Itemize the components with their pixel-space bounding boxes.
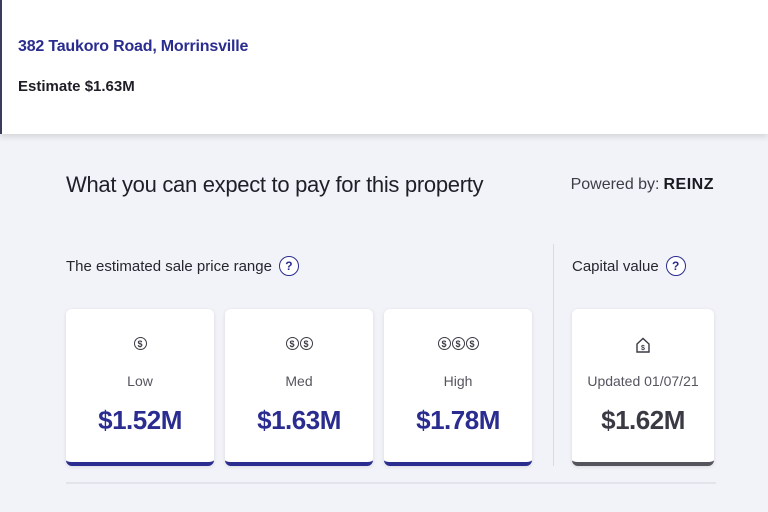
price-card-high: $ $ $ High $1.78M bbox=[384, 309, 532, 466]
card-value: $1.52M bbox=[98, 405, 182, 435]
capital-value-label: Capital value ? bbox=[572, 256, 686, 276]
svg-text:$: $ bbox=[641, 345, 645, 352]
sale-price-range-label: The estimated sale price range ? bbox=[66, 256, 299, 276]
three-dollar-coins-icon: $ $ $ bbox=[384, 337, 532, 350]
card-label: Med bbox=[285, 373, 313, 389]
property-summary-card: 382 Taukoro Road, Morrinsville Estimate … bbox=[0, 0, 768, 134]
estimate-text: Estimate $1.63M bbox=[18, 78, 135, 95]
help-icon[interactable]: ? bbox=[278, 256, 299, 276]
two-dollar-coins-icon: $ $ bbox=[225, 337, 373, 350]
help-icon[interactable]: ? bbox=[665, 256, 686, 276]
price-card-med: $ $ Med $1.63M bbox=[225, 309, 373, 466]
property-address-link[interactable]: 382 Taukoro Road, Morrinsville bbox=[18, 38, 249, 55]
capital-value-text: Capital value bbox=[572, 257, 659, 275]
powered-by-label: Powered by: bbox=[570, 176, 660, 193]
sale-price-range-text: The estimated sale price range bbox=[66, 257, 272, 275]
section-divider bbox=[553, 244, 554, 466]
house-dollar-icon: $ bbox=[572, 337, 714, 353]
card-label: Low bbox=[127, 373, 153, 389]
capital-value-amount: $1.62M bbox=[601, 405, 685, 435]
reinz-logo: REINZ bbox=[663, 176, 714, 193]
capital-updated-text: Updated 01/07/21 bbox=[587, 373, 699, 389]
price-card-low: $ Low $1.52M bbox=[66, 309, 214, 466]
card-label: High bbox=[443, 373, 473, 389]
dollar-coin-icon: $ bbox=[66, 337, 214, 350]
section-title: What you can expect to pay for this prop… bbox=[66, 172, 484, 197]
capital-value-card: $ Updated 01/07/21 $1.62M bbox=[572, 309, 714, 466]
card-value: $1.63M bbox=[257, 405, 341, 435]
card-value: $1.78M bbox=[416, 405, 500, 435]
powered-by: Powered by: REINZ bbox=[571, 176, 714, 194]
next-section-edge bbox=[66, 482, 716, 484]
